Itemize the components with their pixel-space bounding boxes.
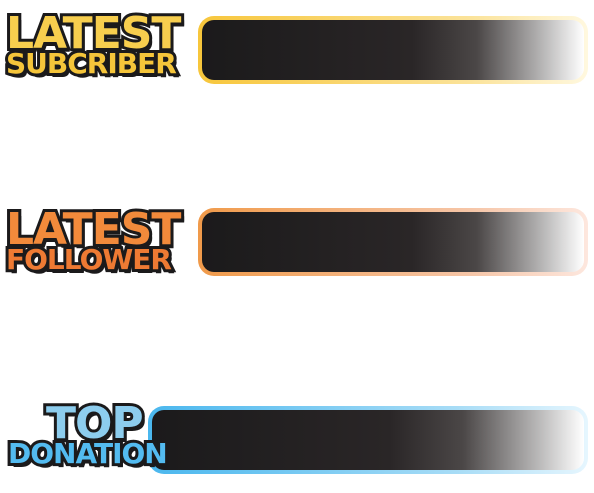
latest-follower-label: LATEST FOLLOWER xyxy=(3,204,184,277)
top-donation-panel: TOP DONATION xyxy=(0,398,594,492)
latest-follower-title-top: LATEST xyxy=(3,204,184,255)
top-donation-bar xyxy=(148,406,588,474)
top-donation-title-bottom: DONATION xyxy=(5,437,171,471)
latest-subscriber-label: LATEST SUBCRIBER xyxy=(3,8,184,81)
top-donation-label: TOP DONATION xyxy=(5,398,171,471)
latest-follower-panel: LATEST FOLLOWER xyxy=(0,204,594,298)
latest-subscriber-bar-fill xyxy=(202,20,584,80)
latest-follower-bar xyxy=(198,208,588,276)
latest-subscriber-bar xyxy=(198,16,588,84)
latest-follower-bar-fill xyxy=(202,212,584,272)
top-donation-bar-fill xyxy=(152,410,584,470)
latest-subscriber-panel: LATEST SUBCRIBER xyxy=(0,8,594,102)
latest-follower-title-bottom: FOLLOWER xyxy=(3,243,175,277)
latest-subscriber-title-top: LATEST xyxy=(3,8,184,59)
top-donation-title-top: TOP xyxy=(43,398,147,449)
latest-subscriber-title-bottom: SUBCRIBER xyxy=(3,47,180,81)
